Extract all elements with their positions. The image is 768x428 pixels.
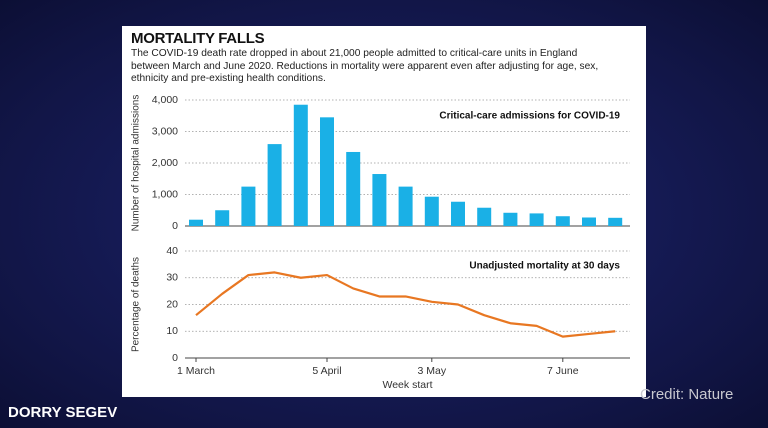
bar <box>608 217 623 226</box>
y-tick-label: 0 <box>172 220 178 232</box>
x-tick-label: 3 May <box>418 365 447 377</box>
chart-subtitle: The COVID-19 death rate dropped in about… <box>131 48 599 85</box>
bar <box>346 151 361 226</box>
bar <box>372 174 387 226</box>
bar <box>503 212 518 226</box>
bar <box>529 213 544 226</box>
y-tick-label: 3,000 <box>152 125 178 137</box>
x-tick-label: 1 March <box>177 365 215 377</box>
y-tick-label: 0 <box>172 352 178 364</box>
presenter-name: DORRY SEGEV <box>8 404 118 421</box>
line <box>195 271 616 338</box>
credit: Credit: Nature <box>640 386 734 403</box>
annotation: Unadjusted mortality at 30 days <box>469 261 620 272</box>
y-tick-label: 30 <box>166 272 178 284</box>
y-tick-label: 10 <box>166 325 178 337</box>
chart-title: MORTALITY FALLS <box>131 30 265 47</box>
bar <box>293 104 308 226</box>
y-tick-label: 2,000 <box>152 157 178 169</box>
bar <box>451 201 465 226</box>
y-tick-label: 40 <box>166 245 178 257</box>
y-axis-label: Number of hospital admissions <box>131 95 142 232</box>
bar <box>398 186 413 226</box>
x-axis-label: Week start <box>383 379 433 391</box>
bar <box>320 117 334 226</box>
x-tick-label: 7 June <box>547 365 579 377</box>
y-axis-label: Percentage of deaths <box>131 257 142 352</box>
y-tick-label: 1,000 <box>152 188 178 200</box>
annotation: Critical-care admissions for COVID-19 <box>439 111 620 122</box>
bar <box>215 210 230 226</box>
y-tick-label: 4,000 <box>152 94 178 106</box>
bar <box>189 219 203 226</box>
y-tick-label: 20 <box>166 298 178 310</box>
bar <box>241 186 256 226</box>
bar <box>267 144 282 226</box>
bar <box>424 196 439 226</box>
x-tick-label: 5 April <box>312 365 341 377</box>
bar <box>477 207 492 226</box>
bar <box>582 217 596 226</box>
bar <box>555 216 570 226</box>
